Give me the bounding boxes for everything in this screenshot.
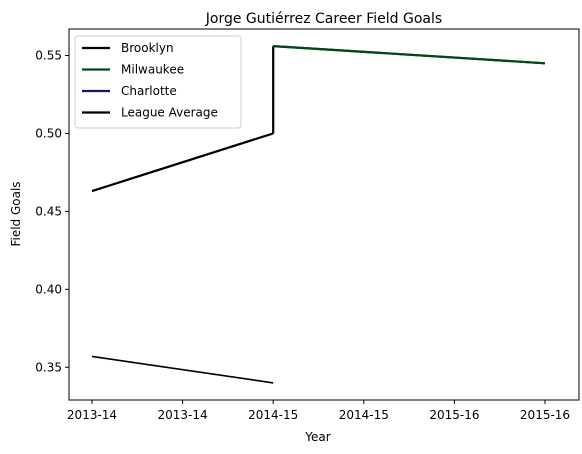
legend-entry: Charlotte bbox=[121, 84, 177, 98]
plot-area bbox=[91, 45, 546, 384]
legend: Brooklyn Milwaukee Charlotte League Average bbox=[74, 35, 242, 129]
legend-entry: Milwaukee bbox=[121, 63, 184, 77]
x-tick-label: 2013-14 bbox=[67, 408, 117, 422]
legend-entry: League Average bbox=[121, 106, 218, 120]
x-tick-label: 2015-16 bbox=[520, 408, 570, 422]
y-tick-label: 0.35 bbox=[35, 360, 62, 374]
x-tick-label: 2014-15 bbox=[339, 408, 389, 422]
x-axis: 2013-14 2013-14 2014-15 2014-15 2015-16 2015-… bbox=[67, 400, 570, 422]
legend-entry: Brooklyn bbox=[121, 41, 174, 55]
y-axis-label: Field Goals bbox=[9, 181, 23, 246]
plot-frame bbox=[68, 28, 580, 401]
series-line-milwaukee-top bbox=[273, 45, 546, 65]
legend-box bbox=[74, 35, 242, 129]
series-line-league-average bbox=[91, 355, 274, 384]
y-axis: 0.35 0.40 0.45 0.50 0.55 bbox=[35, 49, 69, 374]
x-tick-label: 2014-15 bbox=[248, 408, 298, 422]
y-tick-label: 0.45 bbox=[35, 204, 62, 218]
y-tick-label: 0.50 bbox=[35, 126, 62, 140]
y-tick-label: 0.40 bbox=[35, 282, 62, 296]
x-tick-label: 2015-16 bbox=[429, 408, 479, 422]
series-line-brooklyn bbox=[91, 132, 274, 193]
chart-title: Jorge Gutiérrez Career Field Goals bbox=[205, 11, 442, 27]
y-tick-label: 0.55 bbox=[35, 49, 62, 63]
x-tick-label: 2013-14 bbox=[158, 408, 208, 422]
x-axis-label: Year bbox=[304, 430, 330, 444]
